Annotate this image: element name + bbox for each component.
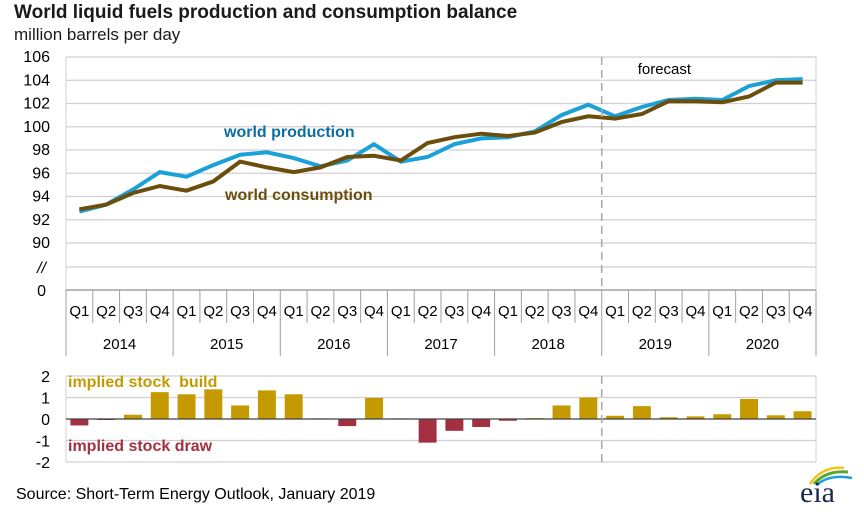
y-tick-label: 102 [23,96,50,113]
quarter-label: Q2 [96,303,116,320]
bottom-y-tick-label: -2 [36,455,50,472]
bar-build [150,392,169,419]
production-label: world production [223,124,355,141]
bar-build [177,394,196,419]
bottom-y-tick-label: -1 [36,434,50,451]
quarter-label: Q2 [203,303,223,320]
quarter-label: Q1 [177,303,197,320]
bottom-y-tick-label: 0 [41,412,50,429]
quarter-label: Q3 [552,303,572,320]
quarter-label: Q1 [284,303,304,320]
bar-draw [445,419,464,431]
eia-logo-arc-icon [808,466,853,486]
bar-draw [418,419,437,443]
eia-logo: eia [800,476,835,509]
bar-draw [338,419,357,427]
y-tick-label: 94 [32,189,50,206]
consumption-line [79,80,803,212]
bar-build [579,397,598,419]
bar-build [284,394,303,419]
lines [78,77,803,214]
quarter-label: Q4 [578,303,598,320]
stock-build-label: implied stock build [68,374,217,391]
y-tick-label-zero: 0 [37,283,46,300]
year-label: 2014 [103,336,136,353]
y-tick-label: 100 [23,119,50,136]
quarter-label: Q4 [793,303,813,320]
quarter-label: Q3 [230,303,250,320]
bar-build [766,415,785,419]
quarter-label: Q1 [498,303,518,320]
consumption-label: world consumption [224,187,373,204]
top-y-ticks: 106 104 102 100 98 96 94 92 90 // 0 [23,49,50,300]
axis-break-label: // [36,260,47,277]
bar-draw [472,419,491,427]
bar-build [257,390,276,419]
quarter-label: Q4 [471,303,491,320]
year-label: 2018 [531,336,564,353]
quarter-label: Q3 [766,303,786,320]
year-label: 2017 [424,336,457,353]
quarter-label: Q3 [659,303,679,320]
quarter-label: Q1 [69,303,89,320]
bar-build [686,416,705,419]
quarter-label: Q4 [364,303,384,320]
year-label: 2020 [746,336,779,353]
y-tick-label: 92 [32,212,50,229]
y-tick-label: 90 [32,235,50,252]
year-label: 2015 [210,336,243,353]
bottom-y-tick-label: 1 [41,391,50,408]
y-tick-label: 106 [23,49,50,66]
quarter-label: Q2 [418,303,438,320]
bar-build [606,415,625,419]
y-tick-label: 98 [32,142,50,159]
bottom-y-ticks: 2 1 0 -1 -2 [36,369,50,472]
bar-draw [498,419,517,421]
quarter-label: Q3 [444,303,464,320]
bar-draw [70,419,89,426]
bar-build [123,414,142,419]
year-label: 2016 [317,336,350,353]
bar-build [632,406,651,419]
bar-build [552,405,571,419]
quarter-label: Q4 [150,303,170,320]
bar-build [713,414,732,419]
quarter-label: Q4 [257,303,277,320]
bar-build [793,411,812,419]
forecast-label: forecast [638,61,692,78]
bar-build [659,417,678,419]
quarter-label: Q1 [391,303,411,320]
bars [66,389,816,443]
stock-draw-label: implied stock draw [68,438,213,455]
y-tick-label: 104 [23,72,50,89]
bar-build [740,399,759,419]
chart-title: World liquid fuels production and consum… [14,2,518,23]
bottom-y-tick-label: 2 [41,369,50,386]
y-tick-label: 96 [32,165,50,182]
quarter-label: Q4 [685,303,705,320]
bar-build [365,397,384,419]
quarter-label: Q3 [123,303,143,320]
quarter-label: Q2 [632,303,652,320]
quarter-label: Q2 [739,303,759,320]
bar-build [231,405,250,419]
x-axis-categories: Q1 Q2 Q3 Q4 Q1 Q2 Q3 Q4 Q1 Q2 Q3 Q4 Q1 Q2 Q3 Q4 Q1 Q2 Q3 Q4… [65,289,817,356]
quarter-label: Q3 [337,303,357,320]
quarter-label: Q2 [525,303,545,320]
year-label: 2019 [639,336,672,353]
source-note: Source: Short-Term Energy Outlook, Janua… [16,486,376,503]
quarter-label: Q2 [310,303,330,320]
quarter-label: Q1 [605,303,625,320]
bar-build [204,389,223,419]
quarter-label: Q1 [712,303,732,320]
chart-subtitle: million barrels per day [14,25,181,44]
